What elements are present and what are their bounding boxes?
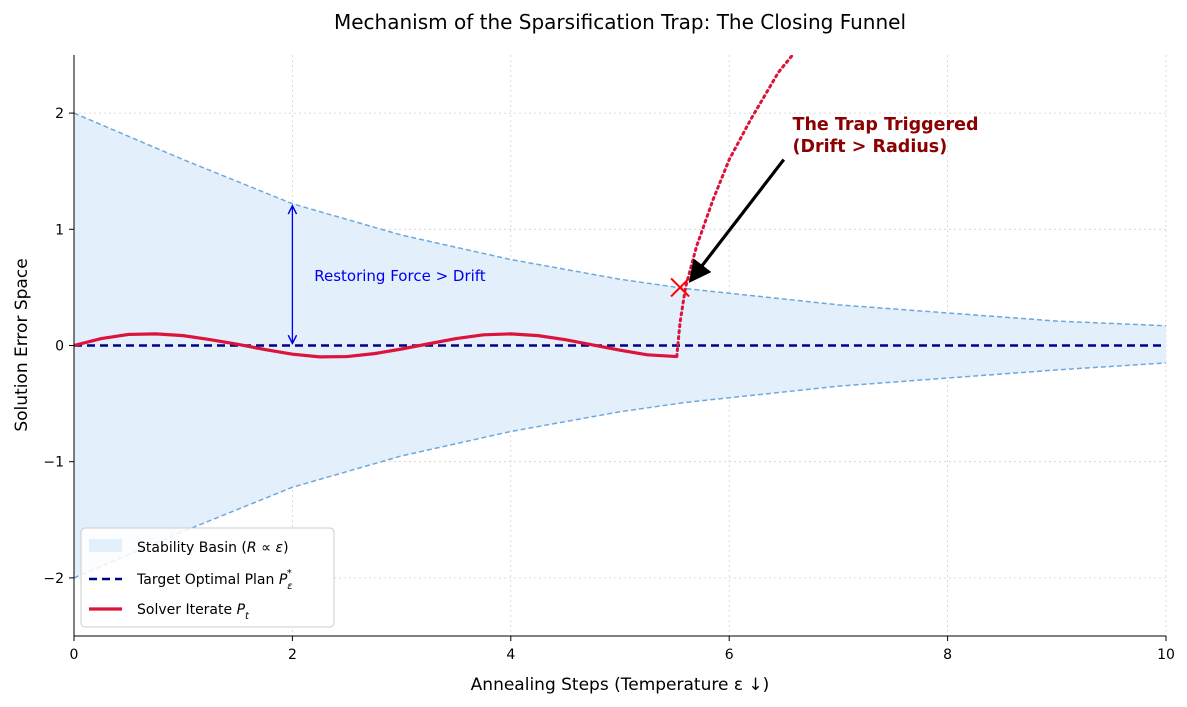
x-tick-label-4: 8	[943, 647, 952, 663]
basin-lower-edge	[74, 362, 1166, 579]
legend-basin-tail: )	[283, 540, 288, 556]
y-axis-label: Solution Error Space	[12, 258, 32, 431]
restoring-force-label: Restoring Force > Drift	[314, 267, 486, 285]
solver-iterate-line	[74, 332, 677, 359]
legend-frame	[80, 527, 335, 628]
y-tick-label-4: 2	[55, 106, 64, 122]
legend-target-sub: ε	[287, 581, 293, 592]
legend-swatch-basin	[89, 539, 122, 552]
legend-target-sup: *	[287, 568, 292, 579]
x-tick-label-2: 4	[506, 647, 515, 663]
legend-basin-main: Stability Basin (	[137, 540, 247, 556]
legend-solver-math: P	[237, 602, 246, 618]
x-tick-label-0: 0	[70, 647, 79, 663]
x-tick-label-3: 6	[725, 647, 734, 663]
annotations: Restoring Force > Drift The Trap Trigger…	[292, 115, 979, 344]
legend-label-target: Target Optimal Plan Pε *	[136, 568, 293, 592]
x-tick-label-5: 10	[1157, 647, 1175, 663]
legend-target-main: Target Optimal Plan	[136, 572, 279, 588]
y-tick-label-3: 1	[55, 222, 64, 238]
trap-label-line2: (Drift > Radius)	[793, 137, 948, 157]
x-tick-label-1: 2	[288, 647, 297, 663]
legend-label-basin: Stability Basin (R ∝ ε)	[137, 540, 289, 556]
chart-title: Mechanism of the Sparsification Trap: Th…	[334, 10, 906, 34]
ticks: 0 2 4 6 8 10 −2 −1 0 1 2	[43, 106, 1175, 663]
legend-target-math: P	[279, 572, 288, 588]
legend-solver-sub: t	[245, 611, 250, 622]
trap-marker-x	[670, 277, 690, 298]
legend: Stability Basin (R ∝ ε) Target Optimal P…	[80, 527, 335, 628]
trap-label-line1: The Trap Triggered	[793, 115, 979, 135]
divergence-line	[675, 55, 795, 359]
y-tick-label-2: 0	[55, 339, 64, 355]
marker-stroke-b	[670, 277, 690, 298]
basin-upper-edge	[74, 112, 1166, 327]
trap-arrow	[688, 158, 786, 283]
y-tick-label-1: −1	[43, 455, 64, 471]
y-tick-label-0: −2	[43, 571, 64, 587]
legend-basin-math: R ∝ ε	[247, 540, 284, 556]
legend-label-solver: Solver Iterate Pt	[137, 602, 250, 622]
plot-area	[74, 55, 1166, 579]
x-axis-label: Annealing Steps (Temperature ε ↓)	[471, 675, 770, 695]
legend-solver-main: Solver Iterate	[137, 602, 237, 618]
